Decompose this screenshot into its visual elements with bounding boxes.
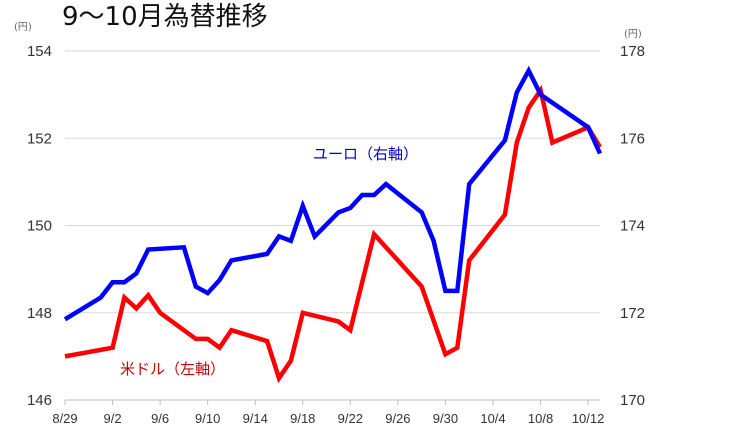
x-tick-label: 8/29	[52, 411, 77, 426]
x-tick-label: 9/18	[290, 411, 315, 426]
x-tick-label: 10/12	[572, 411, 605, 426]
right-tick-label: 178	[620, 43, 645, 60]
x-tick-label: 9/26	[385, 411, 410, 426]
left-axis-ticks: 146 148 150 152 154	[27, 43, 52, 409]
x-tick-label: 9/14	[243, 411, 268, 426]
x-tick-label: 9/2	[104, 411, 122, 426]
right-tick-label: 176	[620, 130, 645, 147]
euro-series-label: ユーロ（右軸）	[313, 145, 418, 163]
left-tick-label: 150	[27, 218, 52, 235]
x-tick-label: 9/22	[338, 411, 363, 426]
gridlines	[65, 50, 600, 314]
right-axis-ticks: 170 172 174 176 178	[620, 43, 645, 409]
series-lines	[63, 65, 603, 384]
usd-series-label: 米ドル（左軸）	[120, 360, 225, 378]
left-axis-unit: (円)	[14, 22, 32, 33]
x-tick-label: 9/6	[151, 411, 169, 426]
x-tick-label: 10/8	[528, 411, 553, 426]
right-tick-label: 174	[620, 218, 645, 235]
chart-title: 9～10月為替推移	[62, 2, 268, 32]
usd-series-line	[64, 84, 602, 384]
left-tick-label: 154	[27, 43, 52, 60]
x-tick-label: 10/4	[480, 411, 505, 426]
euro-series-line	[63, 65, 603, 322]
x-tick-label: 9/10	[195, 411, 220, 426]
right-tick-label: 172	[620, 305, 645, 322]
left-tick-label: 152	[27, 130, 52, 147]
right-tick-label: 170	[620, 392, 645, 409]
right-axis-unit: (円)	[624, 29, 642, 40]
left-tick-label: 146	[27, 392, 52, 409]
left-tick-label: 148	[27, 305, 52, 322]
x-tick-label: 9/30	[433, 411, 458, 426]
x-axis-ticks: 8/29 9/2 9/6 9/10 9/14 9/18 9/22 9/26 9/30 10/4 10…	[52, 400, 604, 426]
